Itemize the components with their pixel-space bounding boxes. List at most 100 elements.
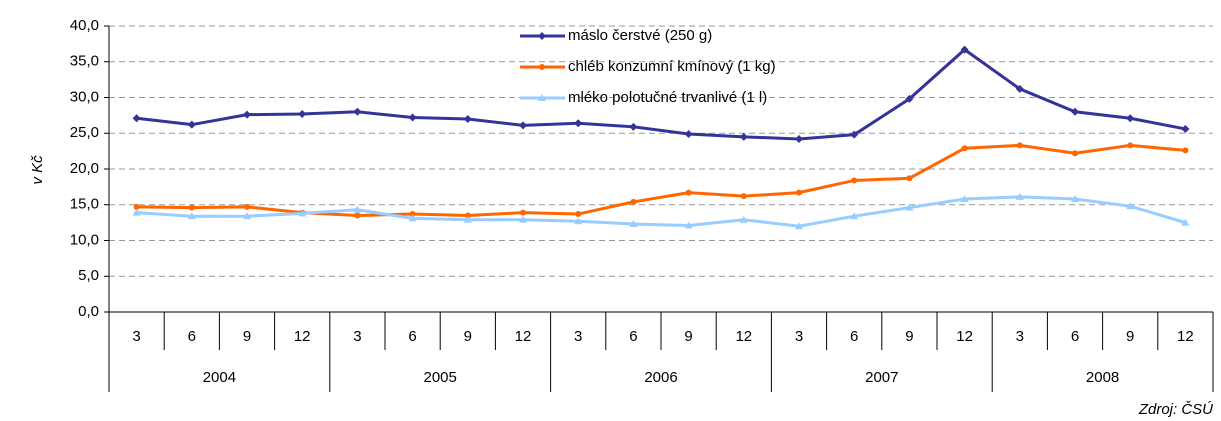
marker [1072,150,1078,157]
marker [539,64,545,70]
x-tick-label: 9 [243,328,251,345]
marker [851,177,858,184]
x-tick-label: 12 [294,328,311,345]
y-tick-label: 40,0 [70,17,99,34]
x-tick-label: 6 [850,328,858,345]
marker [408,113,417,122]
marker [629,220,638,228]
marker [739,132,748,141]
marker [1126,202,1135,210]
marker [685,189,692,196]
marker [629,122,638,131]
x-tick-label: 3 [353,328,361,345]
marker [243,110,251,119]
marker [243,212,251,220]
y-tick-label: 10,0 [70,231,99,248]
marker [463,114,472,123]
y-axis-label: v Kč [29,155,46,185]
marker [684,129,693,138]
x-tick-label: 9 [684,328,692,345]
marker [132,114,141,123]
marker [1015,192,1024,200]
marker [538,94,546,101]
x-tick-label: 9 [1126,328,1134,345]
marker [1016,142,1023,149]
x-tick-label: 6 [188,328,196,345]
marker [1127,142,1134,149]
x-tick-label: 3 [1016,328,1024,345]
marker [520,209,526,216]
legend-label: mléko polotučné trvanlivé (1 l) [568,89,767,106]
marker [905,94,914,103]
marker [1182,147,1189,154]
marker [298,109,307,118]
year-label: 2007 [865,369,898,386]
marker [1126,114,1135,123]
y-tick-label: 25,0 [70,124,99,141]
legend-label: chléb konzumní kmínový (1 kg) [568,58,776,75]
marker [354,212,361,219]
marker [796,189,802,196]
marker [1071,107,1079,116]
marker [298,209,307,217]
marker [575,211,582,218]
marker [960,45,969,54]
x-tick-label: 6 [1071,328,1079,345]
y-tick-label: 15,0 [70,196,99,213]
marker [961,145,968,152]
marker [353,107,362,116]
y-tick-label: 5,0 [78,267,99,284]
marker [463,215,472,223]
marker [850,130,859,139]
marker [684,221,693,229]
x-tick-label: 12 [515,328,532,345]
marker [795,222,803,230]
x-tick-label: 3 [132,328,140,345]
y-tick-label: 20,0 [70,160,99,177]
x-tick-label: 3 [795,328,803,345]
legend-label: máslo čerstvé (250 g) [568,27,712,44]
marker [133,203,140,210]
year-label: 2005 [424,369,457,386]
marker [740,193,747,200]
marker [132,208,141,216]
year-label: 2004 [203,369,236,386]
marker [353,205,362,213]
marker [574,217,583,225]
marker [1181,124,1190,133]
y-tick-label: 35,0 [70,53,99,70]
marker [850,212,859,220]
x-tick-label: 12 [956,328,973,345]
y-tick-label: 0,0 [78,303,99,320]
marker [538,32,546,40]
source: Zdroj: ČSÚ [1138,401,1213,418]
year-label: 2006 [644,369,677,386]
marker [1181,218,1190,226]
marker [1071,195,1079,203]
marker [1015,84,1024,93]
marker [244,203,250,210]
x-tick-label: 9 [905,328,913,345]
x-tick-label: 9 [464,328,472,345]
series-line [136,47,1186,141]
y-tick-label: 30,0 [70,88,99,105]
x-tick-label: 12 [735,328,752,345]
year-label: 2008 [1086,369,1119,386]
marker [960,195,969,203]
marker [906,175,913,182]
marker [739,215,748,223]
marker [187,120,196,129]
x-tick-label: 12 [1177,328,1194,345]
marker [630,198,637,205]
marker [409,211,416,218]
marker [188,204,195,211]
marker [519,215,527,223]
marker [187,212,196,220]
x-tick-label: 6 [408,328,416,345]
x-tick-label: 3 [574,328,582,345]
marker [408,214,417,222]
marker [464,212,471,219]
marker [905,203,914,211]
marker [519,121,527,130]
